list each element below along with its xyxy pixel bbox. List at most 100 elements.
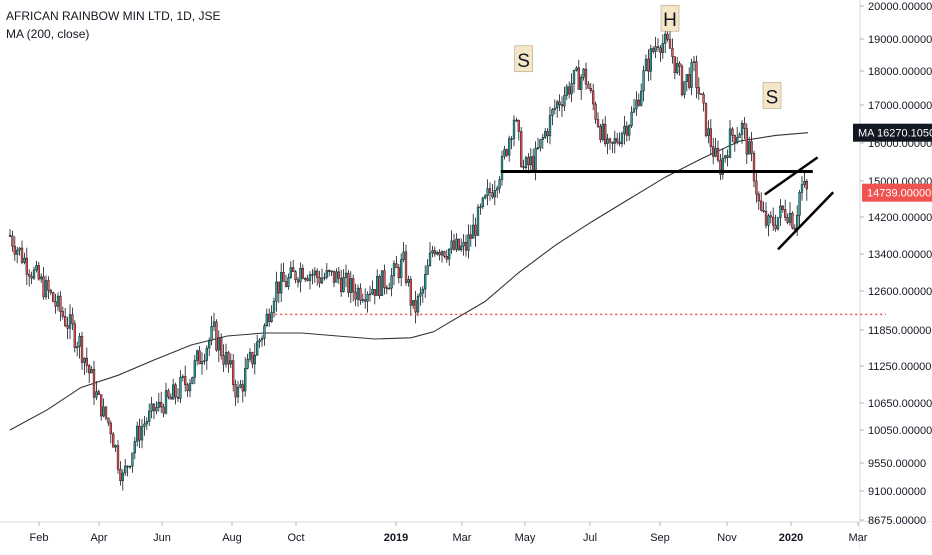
candle — [347, 269, 350, 298]
candle-up-body — [356, 287, 360, 300]
candle-up-body — [200, 361, 204, 365]
candle-up-body — [323, 276, 326, 279]
candle-up-body — [193, 360, 196, 378]
candle-up-body — [738, 134, 741, 138]
candle-up-body — [76, 346, 79, 349]
candle — [232, 354, 235, 392]
candle-up-body — [145, 421, 148, 425]
candle-down-body — [560, 104, 564, 107]
candle-up-body — [421, 288, 424, 294]
candle — [299, 262, 302, 293]
candle-down-body — [750, 141, 753, 154]
candle-down-body — [306, 278, 309, 281]
candle-up-body — [210, 326, 213, 341]
candle — [772, 207, 775, 231]
candle-down-body — [395, 263, 398, 268]
candle — [392, 260, 396, 286]
candle — [263, 323, 266, 346]
candle — [176, 388, 180, 402]
candle-up-body — [512, 119, 516, 139]
candle — [671, 38, 674, 64]
candle-up-body — [436, 252, 439, 255]
candle — [174, 382, 177, 405]
candle-up-body — [539, 139, 542, 148]
candle — [632, 98, 636, 114]
candle — [179, 370, 182, 404]
candle-down-body — [673, 56, 676, 73]
candle-down-body — [743, 123, 746, 129]
candle — [644, 54, 648, 72]
candle — [630, 106, 633, 128]
candle-up-body — [500, 156, 504, 180]
candle — [704, 102, 708, 138]
candle — [464, 234, 468, 257]
candle-down-body — [527, 157, 530, 166]
candle — [104, 406, 108, 421]
candle-down-body — [772, 216, 775, 226]
candle-up-body — [400, 259, 403, 278]
candle — [76, 341, 79, 357]
pattern-label-1[interactable]: S — [514, 45, 533, 73]
candle-up-body — [236, 387, 240, 398]
candle-down-body — [301, 267, 304, 279]
candle — [390, 268, 393, 297]
candle — [80, 331, 84, 370]
candle-up-body — [407, 279, 410, 283]
candle-down-body — [332, 270, 336, 283]
candle-down-body — [532, 156, 535, 171]
candle-up-body — [416, 295, 420, 313]
candle-down-body — [54, 301, 57, 307]
candle-down-body — [599, 126, 602, 140]
candle — [512, 115, 516, 147]
candle — [313, 267, 316, 283]
candle-up-body — [620, 133, 624, 144]
candle-down-body — [292, 267, 295, 272]
candle-down-body — [13, 245, 16, 255]
candle — [517, 119, 520, 141]
candle-up-body — [728, 128, 732, 158]
candle — [613, 130, 616, 154]
candle — [44, 275, 48, 300]
x-tick-label: Jul — [583, 532, 597, 544]
candle-down-body — [755, 180, 758, 195]
pattern-label-2[interactable]: H — [660, 4, 680, 32]
candle — [527, 153, 530, 174]
channel-upper-line[interactable] — [764, 156, 819, 196]
candle — [798, 189, 801, 227]
candle-down-body — [311, 274, 314, 276]
candle — [150, 396, 153, 419]
candle-down-body — [731, 128, 734, 136]
pattern-label-3[interactable]: S — [762, 82, 782, 109]
candle — [289, 261, 292, 279]
candle — [457, 238, 460, 252]
channel-lower-line[interactable] — [777, 191, 835, 251]
candle — [100, 394, 103, 421]
candle-up-body — [56, 295, 60, 307]
candle — [604, 116, 607, 147]
candle-down-body — [126, 465, 129, 468]
candle — [35, 260, 38, 273]
pattern-label-text: S — [517, 51, 530, 72]
y-tick-label: 19000.00000 — [868, 34, 932, 46]
axis-corner — [860, 522, 932, 550]
candle-up-body — [572, 69, 576, 84]
candle — [433, 246, 436, 257]
candle-down-body — [328, 270, 331, 272]
candle-up-body — [18, 247, 21, 251]
candle-up-body — [361, 299, 364, 301]
candle-up-body — [606, 138, 609, 144]
candle — [452, 233, 456, 251]
candle — [56, 292, 60, 312]
y-tick-label: 9550.00000 — [868, 458, 926, 470]
candle-up-body — [179, 377, 182, 399]
candle-down-body — [671, 48, 674, 57]
candle — [155, 401, 158, 415]
candle — [659, 44, 662, 62]
candle-down-body — [611, 141, 614, 144]
candle — [750, 132, 753, 162]
candle — [443, 250, 446, 259]
candle — [707, 120, 710, 144]
candle-down-body — [805, 180, 808, 190]
